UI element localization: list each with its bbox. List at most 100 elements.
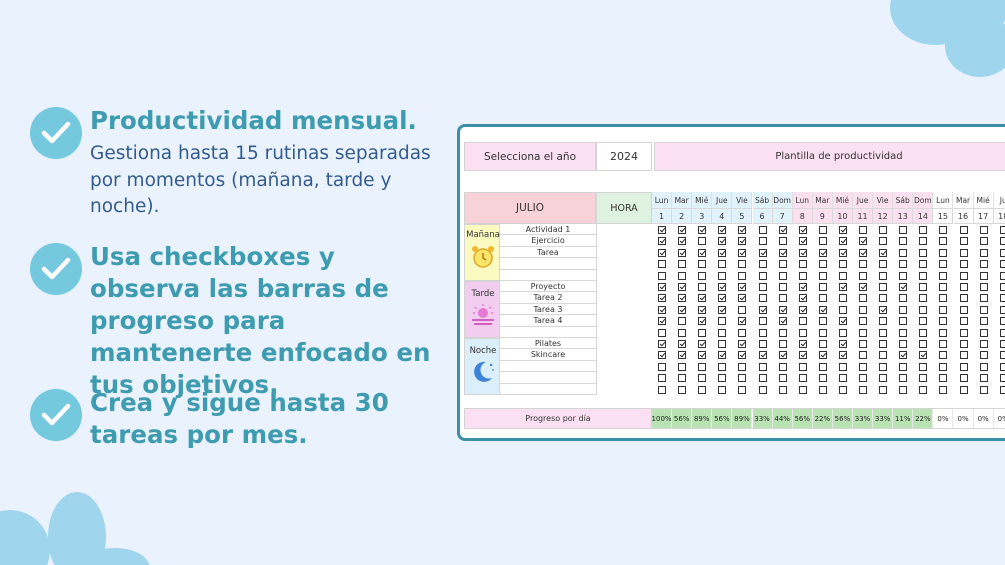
day-checkbox[interactable] [718, 317, 727, 326]
day-checkbox[interactable] [999, 283, 1005, 291]
day-checkbox[interactable] [738, 385, 747, 394]
day-checkbox[interactable] [778, 305, 787, 314]
day-checkbox[interactable] [738, 362, 747, 371]
day-checkbox[interactable] [698, 328, 707, 337]
task-name-cell[interactable] [500, 372, 596, 384]
day-checkbox[interactable] [979, 283, 988, 291]
day-checkbox[interactable] [979, 351, 988, 360]
day-checkbox[interactable] [658, 374, 666, 383]
day-checkbox[interactable] [738, 317, 747, 326]
day-checkbox[interactable] [698, 237, 707, 246]
task-name-cell[interactable]: Tarea 3 [500, 304, 596, 316]
day-checkbox[interactable] [979, 260, 988, 269]
day-checkbox[interactable] [738, 328, 747, 337]
day-checkbox[interactable] [818, 374, 827, 383]
day-checkbox[interactable] [778, 362, 787, 371]
day-checkbox[interactable] [899, 260, 908, 269]
day-checkbox[interactable] [838, 374, 847, 383]
day-checkbox[interactable] [698, 283, 707, 291]
day-checkbox[interactable] [698, 362, 707, 371]
day-checkbox[interactable] [698, 385, 707, 394]
day-checkbox[interactable] [678, 305, 687, 314]
day-checkbox[interactable] [859, 374, 867, 383]
day-checkbox[interactable] [859, 362, 867, 371]
day-checkbox[interactable] [718, 374, 727, 383]
day-checkbox[interactable] [738, 248, 747, 257]
day-checkbox[interactable] [919, 351, 928, 360]
day-checkbox[interactable] [658, 351, 666, 360]
day-checkbox[interactable] [778, 340, 787, 348]
day-checkbox[interactable] [658, 362, 666, 371]
day-checkbox[interactable] [919, 237, 928, 246]
day-checkbox[interactable] [919, 294, 928, 303]
day-checkbox[interactable] [959, 305, 968, 314]
day-checkbox[interactable] [979, 248, 988, 257]
day-checkbox[interactable] [718, 328, 727, 337]
day-checkbox[interactable] [678, 237, 687, 246]
day-checkbox[interactable] [798, 260, 807, 269]
task-name-cell[interactable]: Actividad 1 [500, 224, 596, 236]
day-checkbox[interactable] [879, 237, 888, 246]
day-checkbox[interactable] [959, 271, 968, 280]
task-name-cell[interactable]: Tarea [500, 247, 596, 259]
day-checkbox[interactable] [879, 283, 888, 291]
day-checkbox[interactable] [879, 317, 888, 326]
day-checkbox[interactable] [899, 362, 908, 371]
day-checkbox[interactable] [678, 226, 687, 234]
day-checkbox[interactable] [879, 271, 888, 280]
day-checkbox[interactable] [879, 351, 888, 360]
day-checkbox[interactable] [658, 271, 666, 280]
day-checkbox[interactable] [738, 374, 747, 383]
day-checkbox[interactable] [959, 340, 968, 348]
day-checkbox[interactable] [838, 305, 847, 314]
day-checkbox[interactable] [818, 294, 827, 303]
day-checkbox[interactable] [658, 340, 666, 348]
task-name-cell[interactable] [500, 258, 596, 270]
day-checkbox[interactable] [959, 317, 968, 326]
day-checkbox[interactable] [718, 237, 727, 246]
day-checkbox[interactable] [879, 294, 888, 303]
day-checkbox[interactable] [758, 305, 767, 314]
day-checkbox[interactable] [678, 351, 687, 360]
day-checkbox[interactable] [778, 351, 787, 360]
day-checkbox[interactable] [959, 226, 968, 234]
day-checkbox[interactable] [718, 260, 727, 269]
day-checkbox[interactable] [778, 294, 787, 303]
day-checkbox[interactable] [678, 283, 687, 291]
day-checkbox[interactable] [758, 385, 767, 394]
day-checkbox[interactable] [658, 248, 666, 257]
day-checkbox[interactable] [838, 226, 847, 234]
day-checkbox[interactable] [999, 260, 1005, 269]
day-checkbox[interactable] [959, 374, 968, 383]
day-checkbox[interactable] [879, 305, 888, 314]
day-checkbox[interactable] [678, 294, 687, 303]
day-checkbox[interactable] [879, 260, 888, 269]
day-checkbox[interactable] [939, 328, 948, 337]
day-checkbox[interactable] [939, 248, 948, 257]
day-checkbox[interactable] [879, 374, 888, 383]
day-checkbox[interactable] [778, 237, 787, 246]
day-checkbox[interactable] [979, 237, 988, 246]
day-checkbox[interactable] [879, 248, 888, 257]
day-checkbox[interactable] [999, 328, 1005, 337]
day-checkbox[interactable] [879, 340, 888, 348]
day-checkbox[interactable] [658, 226, 666, 234]
day-checkbox[interactable] [919, 328, 928, 337]
day-checkbox[interactable] [698, 294, 707, 303]
day-checkbox[interactable] [698, 340, 707, 348]
day-checkbox[interactable] [999, 351, 1005, 360]
day-checkbox[interactable] [899, 271, 908, 280]
day-checkbox[interactable] [939, 340, 948, 348]
day-checkbox[interactable] [798, 271, 807, 280]
task-name-cell[interactable] [500, 384, 596, 395]
day-checkbox[interactable] [838, 283, 847, 291]
day-checkbox[interactable] [899, 237, 908, 246]
day-checkbox[interactable] [959, 294, 968, 303]
day-checkbox[interactable] [999, 305, 1005, 314]
day-checkbox[interactable] [798, 374, 807, 383]
day-checkbox[interactable] [718, 305, 727, 314]
day-checkbox[interactable] [718, 294, 727, 303]
day-checkbox[interactable] [919, 271, 928, 280]
day-checkbox[interactable] [798, 351, 807, 360]
day-checkbox[interactable] [798, 283, 807, 291]
